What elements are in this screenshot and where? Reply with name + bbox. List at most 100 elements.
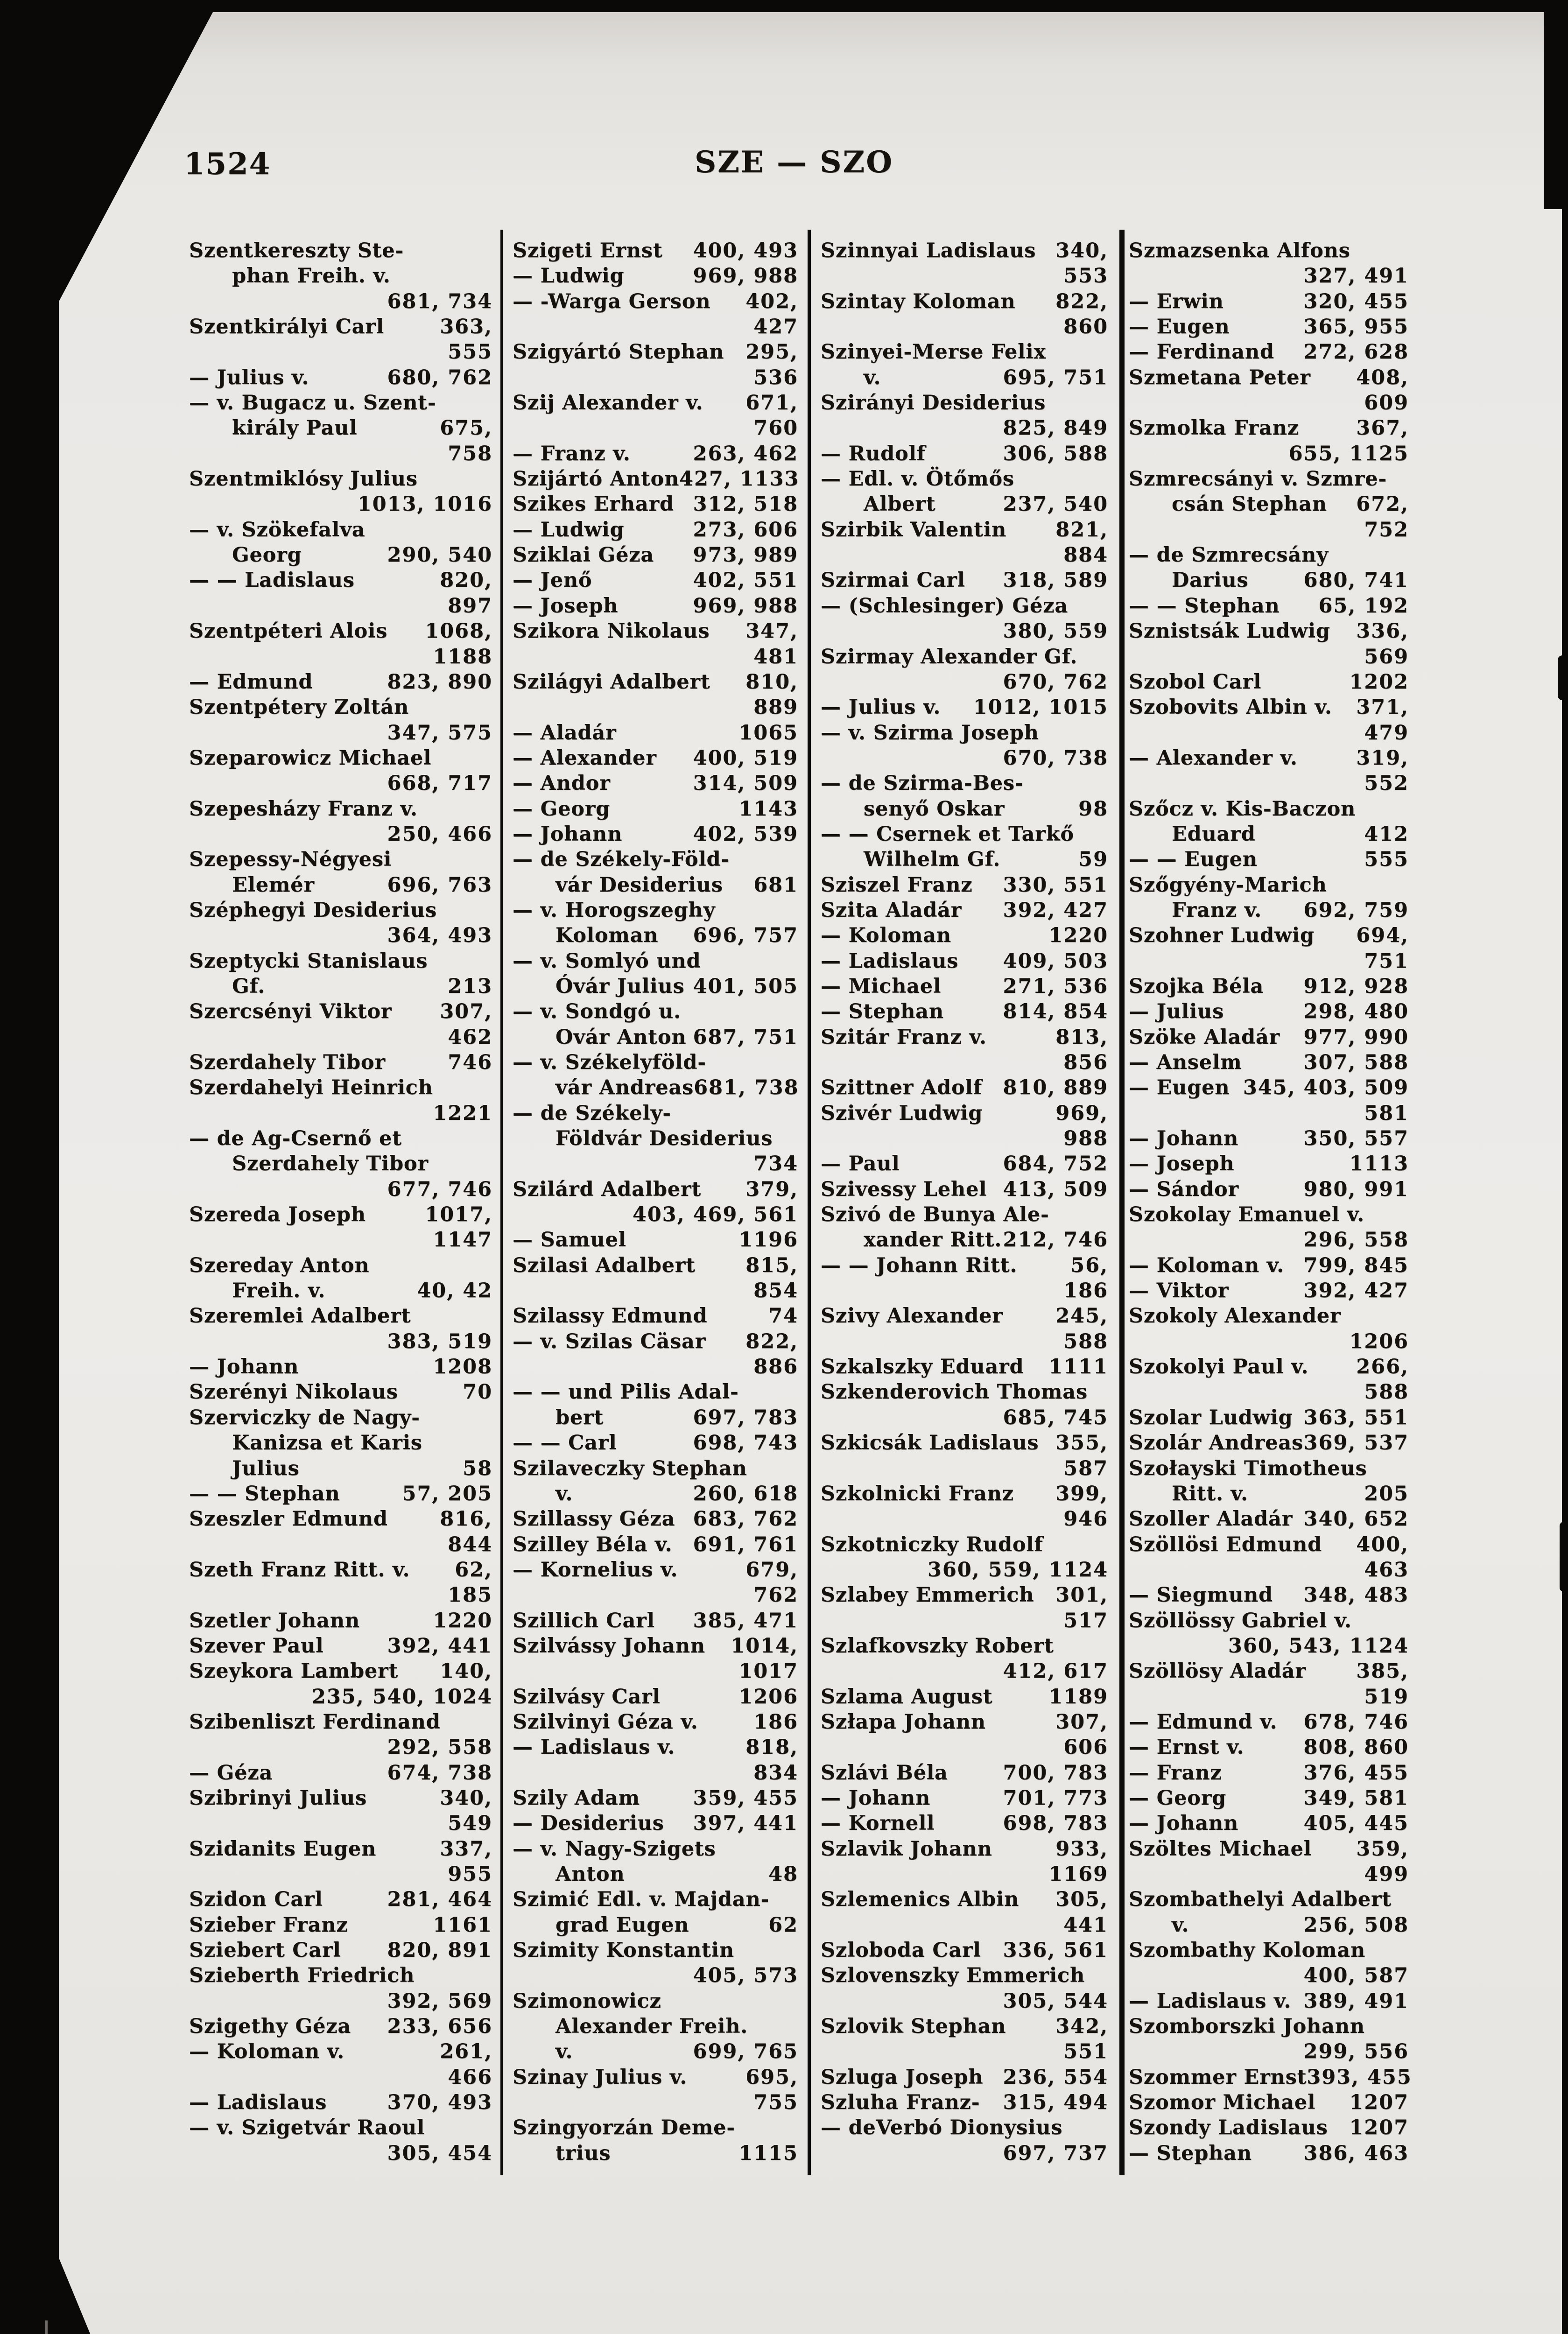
index-line: Szojka Béla 912, 928: [1129, 975, 1409, 1000]
entry-pages: 319,: [1356, 746, 1409, 770]
index-line: 1017: [513, 1659, 798, 1685]
index-line: Szily Adam 359, 455: [513, 1786, 798, 1812]
entry-name: Szöke Aladár: [1129, 1025, 1280, 1049]
entry-pages: 337,: [440, 1837, 492, 1861]
entry-pages: 292, 558: [387, 1736, 492, 1759]
entry-name: vár Desiderius: [555, 873, 723, 897]
entry-pages: 609: [1364, 391, 1409, 415]
index-line: Szivér Ludwig 969,: [821, 1102, 1108, 1127]
entry-pages: 340,: [1055, 239, 1108, 262]
index-line: 1221: [189, 1102, 492, 1127]
entry-name: — Georg: [513, 797, 611, 821]
index-line: — v. Szilas Cäsar 822,: [513, 1330, 798, 1355]
index-line: Szlama August 1189: [821, 1685, 1108, 1710]
entry-pages: 364, 493: [387, 924, 492, 948]
index-line: bert 697, 783: [513, 1406, 798, 1431]
index-line: — v. Szirma Joseph: [821, 721, 1108, 746]
index-line: Szolar Ludwig 363, 551: [1129, 1406, 1409, 1431]
entry-name: Szlovik Stephan: [821, 2015, 1006, 2039]
entry-pages: 670, 738: [1003, 746, 1108, 770]
entry-name: Kanizsa et Karis: [232, 1431, 422, 1455]
entry-pages: 405, 445: [1303, 1812, 1409, 1835]
entry-pages: 408,: [1356, 366, 1409, 389]
entry-name: Szepessy-Négyesi: [189, 848, 392, 872]
index-line: Szlavik Johann 933,: [821, 1837, 1108, 1863]
entry-name: Földvár Desiderius: [555, 1127, 773, 1151]
index-line: — de Székely-: [513, 1102, 798, 1127]
index-line: 555: [189, 340, 492, 366]
entry-name: Szondy Ladislaus: [1129, 2116, 1328, 2140]
index-line: 581: [1129, 1102, 1409, 1127]
entry-pages: 260, 618: [693, 1482, 798, 1505]
index-line: 305, 544: [821, 1990, 1108, 2015]
entry-pages: 854: [753, 1279, 798, 1303]
index-line: Szöllössy Gabriel v.: [1129, 1609, 1409, 1634]
index-line: Szokolay Emanuel v.: [1129, 1203, 1409, 1228]
index-line: 609: [1129, 391, 1409, 416]
entry-name: Szeszler Edmund: [189, 1507, 388, 1531]
entry-pages: 263, 462: [693, 442, 798, 465]
entry-pages: 808, 860: [1303, 1736, 1409, 1759]
index-line: Szlemenics Albin 305,: [821, 1888, 1108, 1913]
entry-pages: 671,: [745, 391, 798, 415]
entry-pages: 392, 441: [387, 1634, 492, 1658]
index-line: 825, 849: [821, 416, 1108, 442]
index-line: 889: [513, 696, 798, 721]
entry-pages: 349, 581: [1303, 1786, 1409, 1810]
entry-pages: 400, 493: [693, 239, 798, 262]
index-line: Szokolyi Paul v. 266,: [1129, 1355, 1409, 1380]
index-line: Albert 237, 540: [821, 492, 1108, 518]
entry-name: Szkalszky Eduard: [821, 1355, 1024, 1379]
entry-name: Elemér: [232, 873, 315, 897]
entry-name: — Johann: [513, 822, 623, 846]
entry-name: — — Ladislaus: [189, 569, 355, 592]
entry-name: Szigyártó Stephan: [513, 340, 724, 364]
entry-name: Szigethy Géza: [189, 2015, 352, 2039]
entry-pages: 314, 509: [693, 772, 798, 795]
entry-pages: 746: [448, 1051, 492, 1074]
entry-name: — de Szmrecsány: [1129, 543, 1329, 567]
index-line: Széphegyi Desiderius: [189, 899, 492, 924]
index-line: Szohner Ludwig 694,: [1129, 924, 1409, 949]
index-line: 844: [189, 1533, 492, 1558]
index-line: Szilassy Edmund 74: [513, 1304, 798, 1329]
entry-pages: 685, 745: [1003, 1406, 1108, 1429]
entry-name: Szillassy Géza: [513, 1507, 675, 1531]
entry-name: — Koloman: [821, 924, 951, 948]
index-line: Sziklai Géza 973, 989: [513, 543, 798, 569]
entry-name: Szilley Béla v.: [513, 1533, 673, 1556]
entry-name: — de Székely-Föld-: [513, 848, 730, 872]
entry-name: Szerdahely Tibor: [232, 1152, 429, 1176]
index-line: 1206: [1129, 1330, 1409, 1355]
entry-name: Sziklai Géza: [513, 543, 654, 567]
entry-name: — Edl. v. Ötőmős: [821, 467, 1014, 491]
entry-pages: 695, 751: [1003, 366, 1108, 389]
entry-pages: 694,: [1356, 924, 1409, 948]
entry-name: Ritt. v.: [1172, 1482, 1248, 1505]
entry-pages: 499: [1364, 1863, 1409, 1886]
entry-name: Szmrecsányi v. Szmre-: [1129, 467, 1387, 491]
index-line: Sziebert Carl 820, 891: [189, 1939, 492, 1964]
entry-name: Szivó de Bunya Ale-: [821, 1203, 1049, 1227]
entry-pages: 205: [1364, 1482, 1409, 1505]
entry-pages: 245,: [1055, 1304, 1108, 1328]
entry-pages: 347, 575: [387, 721, 492, 745]
entry-name: — Ladislaus: [189, 2091, 327, 2115]
entry-name: Szlávi Béla: [821, 1761, 948, 1785]
entry-name: csán Stephan: [1172, 492, 1327, 516]
entry-pages: 946: [1063, 1507, 1108, 1531]
index-line: 185: [189, 1583, 492, 1609]
entry-name: — v. Székelyföld-: [513, 1051, 706, 1074]
entry-name: Szluha Franz-: [821, 2091, 980, 2115]
index-line: Szirányi Desiderius: [821, 391, 1108, 416]
entry-pages: 463: [1364, 1558, 1409, 1582]
entry-pages: 340, 652: [1303, 1507, 1409, 1531]
entry-pages: 700, 783: [1003, 1761, 1108, 1785]
index-line: Szlafkovszky Robert: [821, 1634, 1108, 1659]
index-line: Szepesházy Franz v.: [189, 797, 492, 823]
column-divider-1: [500, 230, 503, 2175]
index-line: 856: [821, 1051, 1108, 1076]
entry-name: Szever Paul: [189, 1634, 324, 1658]
index-line: Szikora Nikolaus 347,: [513, 619, 798, 645]
entry-name: Szkicsák Ladislaus: [821, 1431, 1039, 1455]
